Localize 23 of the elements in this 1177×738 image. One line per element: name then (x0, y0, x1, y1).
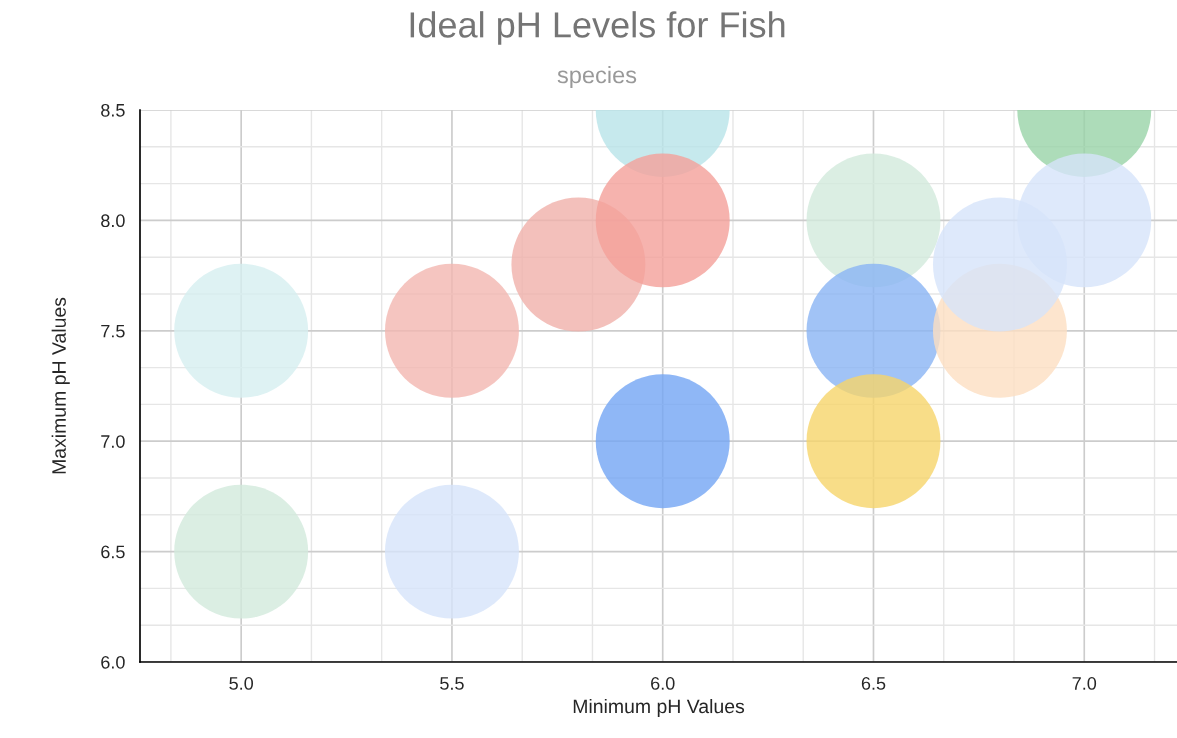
chart-title: Ideal pH Levels for Fish (410, 11, 785, 45)
point (806, 374, 941, 509)
x-axis-title: Minimum pH Values (573, 698, 745, 718)
y-tick-label: 7.5 (101, 324, 125, 338)
point (384, 263, 519, 398)
x-tick-label: 7.0 (1072, 677, 1097, 690)
y-tick-label: 8.5 (101, 103, 125, 117)
point (595, 374, 730, 509)
point (174, 263, 309, 398)
y-tick-label: 8.0 (101, 214, 125, 228)
y-tick-label: 6.0 (101, 655, 125, 669)
point (595, 153, 730, 288)
y-axis-title: Maximum pH Values (51, 297, 70, 474)
x-tick-label: 6.0 (651, 677, 675, 690)
point (932, 197, 1067, 332)
x-tick-label: 5.0 (229, 677, 254, 690)
point (384, 484, 519, 619)
x-tick-label: 5.5 (440, 677, 464, 690)
y-tick-label: 7.0 (101, 435, 125, 448)
chart-subtitle: species (557, 66, 637, 89)
y-tick-label: 6.5 (101, 545, 125, 559)
point (174, 484, 309, 619)
x-tick-label: 6.5 (861, 677, 886, 690)
